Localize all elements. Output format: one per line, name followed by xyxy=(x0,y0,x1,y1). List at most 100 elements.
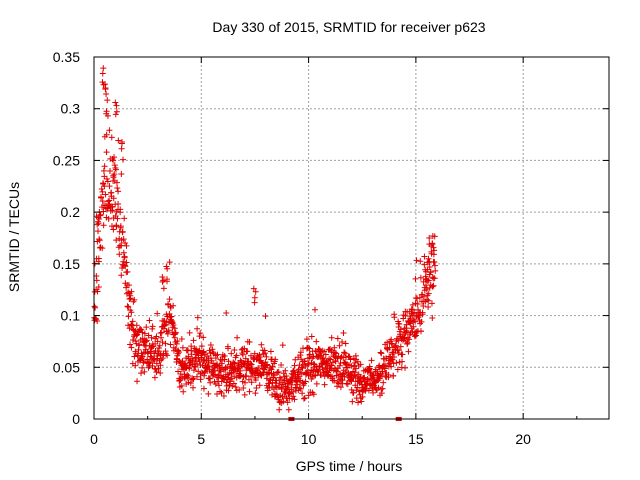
data-point xyxy=(118,170,125,177)
data-point xyxy=(103,91,110,98)
data-point xyxy=(146,317,153,324)
data-point xyxy=(312,372,319,379)
data-point xyxy=(310,391,317,398)
data-point xyxy=(323,358,330,365)
data-point xyxy=(101,183,108,190)
data-point xyxy=(170,302,177,309)
data-point xyxy=(224,363,231,370)
data-point xyxy=(403,328,410,335)
data-point xyxy=(135,341,142,348)
data-point xyxy=(386,344,393,351)
data-point xyxy=(357,361,364,368)
data-point xyxy=(144,349,151,356)
data-point xyxy=(396,347,403,354)
data-point xyxy=(200,334,207,341)
data-point xyxy=(424,277,431,284)
data-point xyxy=(225,358,232,365)
data-point xyxy=(260,369,267,376)
data-point xyxy=(112,111,119,118)
data-point xyxy=(234,334,241,341)
data-point xyxy=(377,349,384,356)
y-tick-label: 0.35 xyxy=(53,49,80,65)
data-point xyxy=(138,354,145,361)
data-point xyxy=(209,346,216,353)
data-point xyxy=(418,318,425,325)
data-point xyxy=(277,376,284,383)
data-point xyxy=(355,371,362,378)
data-point xyxy=(183,364,190,371)
data-point xyxy=(428,300,435,307)
data-point xyxy=(157,330,164,337)
data-point xyxy=(256,354,263,361)
data-point xyxy=(114,215,121,222)
chart-title: Day 330 of 2015, SRMTID for receiver p62… xyxy=(212,19,485,35)
data-point xyxy=(103,175,110,182)
data-point xyxy=(196,333,203,340)
data-point xyxy=(138,326,145,333)
data-point xyxy=(252,376,259,383)
data-point xyxy=(162,321,169,328)
data-point xyxy=(101,173,108,180)
y-tick-label: 0.3 xyxy=(61,101,81,117)
data-point xyxy=(174,337,181,344)
data-point xyxy=(100,222,107,229)
data-point xyxy=(122,239,129,246)
data-point xyxy=(399,351,406,358)
data-point xyxy=(126,325,133,332)
data-point xyxy=(100,167,107,174)
data-point xyxy=(350,389,357,396)
data-point xyxy=(276,374,283,381)
data-point xyxy=(368,357,375,364)
data-point xyxy=(336,342,343,349)
data-point xyxy=(337,384,344,391)
data-point xyxy=(193,373,200,380)
data-point xyxy=(117,224,124,231)
data-point xyxy=(119,228,126,235)
y-tick-label: 0 xyxy=(72,411,80,427)
data-point xyxy=(108,189,115,196)
data-point xyxy=(214,391,221,398)
data-point xyxy=(393,359,400,366)
data-point xyxy=(115,200,122,207)
data-point xyxy=(123,242,130,249)
data-point xyxy=(124,303,131,310)
data-point xyxy=(113,179,120,186)
data-point xyxy=(413,257,420,264)
data-point xyxy=(116,251,123,258)
data-point xyxy=(414,295,421,302)
data-point xyxy=(342,340,349,347)
y-tick-label: 0.15 xyxy=(53,256,80,272)
data-point xyxy=(246,388,253,395)
data-point xyxy=(133,322,140,329)
data-point xyxy=(135,352,142,359)
data-point xyxy=(140,349,147,356)
data-point xyxy=(158,329,165,336)
data-point xyxy=(284,399,291,406)
data-point xyxy=(153,360,160,367)
data-point xyxy=(198,354,205,361)
data-point xyxy=(194,325,201,332)
data-point xyxy=(143,324,150,331)
data-point xyxy=(394,366,401,373)
data-point xyxy=(344,381,351,388)
data-point xyxy=(385,374,392,381)
data-point xyxy=(425,297,432,304)
data-point xyxy=(140,359,147,366)
data-point xyxy=(113,108,120,115)
data-point xyxy=(389,341,396,348)
data-point xyxy=(215,382,222,389)
data-point xyxy=(328,334,335,341)
data-point xyxy=(173,340,180,347)
y-tick-label: 0.05 xyxy=(53,359,80,375)
data-point xyxy=(402,364,409,371)
data-point xyxy=(245,376,252,383)
data-point xyxy=(96,236,103,243)
data-point xyxy=(160,285,167,292)
data-point xyxy=(410,323,417,330)
data-point xyxy=(102,86,109,93)
data-point xyxy=(351,372,358,379)
data-point xyxy=(97,211,104,218)
data-point xyxy=(291,396,298,403)
data-point xyxy=(117,206,124,213)
